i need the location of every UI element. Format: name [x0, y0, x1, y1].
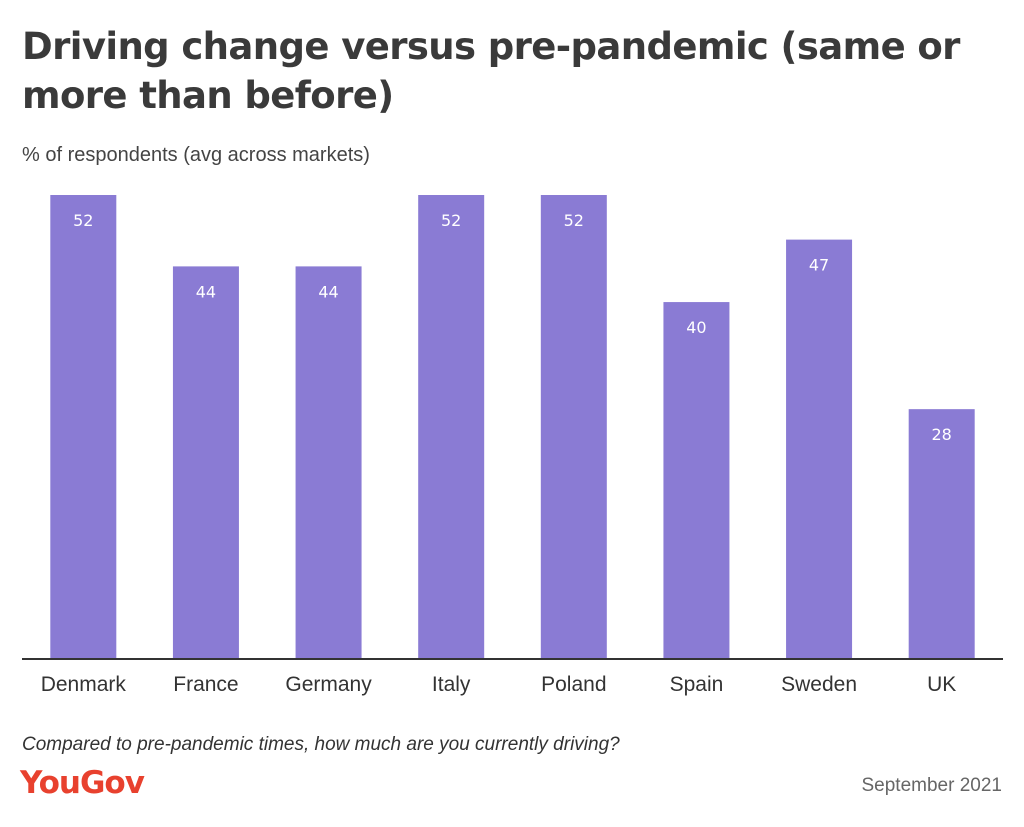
- bar-denmark: [50, 195, 117, 659]
- x-tick-label: Germany: [285, 673, 372, 696]
- x-tick-label: UK: [927, 673, 956, 696]
- bar-value-label: 40: [686, 318, 706, 337]
- bar-italy: [418, 195, 485, 659]
- x-tick-label: Spain: [670, 673, 724, 696]
- bar-value-label: 52: [564, 211, 584, 230]
- bar-value-label: 47: [809, 256, 829, 275]
- bar-germany: [295, 266, 362, 659]
- x-tick-labels: Denmark France Germany Italy Poland Spain Swed…: [41, 673, 957, 696]
- bar-chart: 52 44 44 52 52 40 47 28 Denmark France Germany Ita…: [22, 195, 1003, 696]
- x-tick-label: Denmark: [41, 673, 127, 696]
- bar-value-label: 52: [73, 211, 93, 230]
- bar-value-label: 44: [196, 282, 216, 301]
- bar-sweden: [786, 239, 853, 659]
- survey-question: Compared to pre-pandemic times, how much…: [22, 734, 620, 755]
- bar-value-label: 28: [932, 425, 952, 444]
- survey-date: September 2021: [861, 775, 1003, 796]
- bar-france: [172, 266, 239, 659]
- x-tick-label: Italy: [432, 673, 471, 696]
- bar-spain: [663, 302, 730, 659]
- x-tick-label: France: [173, 673, 238, 696]
- bar-value-label: 44: [318, 282, 338, 301]
- x-tick-label: Sweden: [781, 673, 857, 696]
- bar-poland: [540, 195, 607, 659]
- yougov-logo: YouGov: [20, 765, 145, 801]
- chart-title: Driving change versus pre-pandemic (same…: [22, 25, 960, 117]
- bars-group: 52 44 44 52 52 40 47 28: [50, 195, 975, 659]
- bar-uk: [908, 409, 975, 659]
- bar-value-label: 52: [441, 211, 461, 230]
- x-tick-label: Poland: [541, 673, 606, 696]
- chart-subtitle: % of respondents (avg across markets): [22, 144, 370, 166]
